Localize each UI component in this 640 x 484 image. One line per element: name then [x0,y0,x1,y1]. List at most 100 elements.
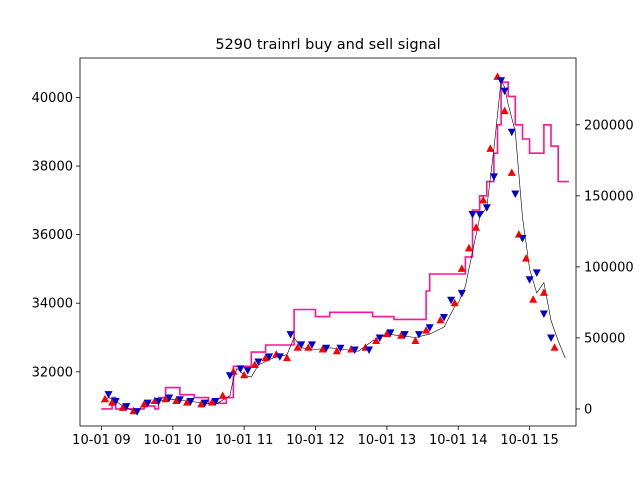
buy-signal-marker [293,343,302,351]
sell-signal-marker [539,310,548,319]
buy-signal-marker [436,315,445,324]
buy-signal-marker [550,343,559,351]
sell-signal-marker [104,391,113,399]
x-tick-label: 10-01 14 [429,433,487,448]
buy-signal-marker [172,396,181,404]
sell-signal-marker [111,397,120,406]
buy-signal-marker [397,331,406,339]
sell-signal-marker [475,211,484,219]
x-tick-label: 10-01 11 [215,433,273,448]
buy-signal-marker [140,399,149,408]
right-y-tick-label: 150000 [584,189,634,204]
buy-signal-marker [539,288,548,296]
sell-signal-marker [122,403,131,411]
buy-signal-marker [332,346,341,355]
sell-signal-marker [175,396,184,404]
left-y-tick-label: 36000 [32,228,73,243]
sell-signal-marker [482,204,491,212]
sell-signal-marker [439,313,448,322]
sell-signal-marker [511,190,520,198]
sell-signal-marker [336,344,345,353]
buy-signal-marker [479,195,488,204]
sell-signal-marker [186,397,195,406]
sell-signal-marker [507,128,516,137]
buy-signal-marker [304,343,313,351]
buy-signal-marker [240,370,249,379]
left-y-tick-label: 34000 [32,297,73,312]
sell-signal-marker [425,324,434,332]
buy-signal-marker [422,326,431,334]
sell-signal-marker [225,372,234,380]
buy-signal-marker [261,353,270,362]
sell-signal-marker [500,87,509,96]
sell-signal-marker [322,344,331,353]
buy-signal-marker [218,391,227,399]
sell-signal-marker [165,394,174,403]
sell-signal-marker [400,331,409,339]
buy-signal-marker [318,345,327,353]
sell-signal-marker [457,289,466,298]
sell-signal-marker [375,334,384,343]
sell-signal-marker [307,341,316,349]
right-y-tick-label: 100000 [584,260,634,275]
sell-signal-marker [489,173,498,181]
sell-signal-marker [236,365,245,373]
sell-signal-marker [297,341,306,349]
sell-signal-marker [286,331,295,339]
buy-signal-marker [382,329,391,338]
left-y-tick-label: 38000 [32,160,73,175]
sell-signal-marker [518,235,527,243]
buy-signal-marker [372,336,381,344]
sell-signal-marker [386,329,395,337]
sell-signal-marker [447,296,456,305]
buy-signal-marker [507,168,516,176]
buy-signal-marker [411,336,420,344]
sell-signal-marker [143,399,152,408]
x-tick-label: 10-01 13 [358,433,416,448]
sell-signal-marker [200,399,209,408]
sell-signal-marker [133,408,142,416]
sell-signal-marker [468,211,477,219]
buy-signal-marker [118,403,127,411]
buy-signal-marker [250,360,259,368]
buy-signal-marker [500,106,509,115]
right-y-tick-label: 200000 [584,118,634,133]
x-tick-label: 10-01 10 [144,433,202,448]
x-tick-label: 10-01 15 [500,433,558,448]
buy-signal-marker [486,144,495,152]
sell-signal-marker [350,346,359,355]
buy-signal-marker [197,399,206,408]
buy-signal-marker [108,398,117,406]
sell-signal-marker [497,77,506,85]
buy-signal-marker [472,223,481,231]
buy-signal-marker [457,264,466,272]
chart-title: 5290 trainrl buy and sell signal [215,37,440,53]
buy-signal-marker [208,398,217,406]
sell-signal-marker [547,334,556,343]
buy-signal-marker [100,394,109,403]
sell-signal-marker [243,367,252,375]
sell-signal-marker [414,331,423,339]
plot-frame [79,57,577,427]
x-tick-label: 10-01 09 [72,433,130,448]
buy-signal-marker [529,295,538,303]
buy-signal-marker [161,394,170,403]
sell-signal-marker [525,276,534,284]
left-y-tick-label: 32000 [32,365,73,380]
sell-signal-marker [211,397,220,406]
buy-signal-marker [522,254,531,262]
buy-signal-marker [450,298,459,307]
left-y-tick-label: 40000 [32,91,73,106]
buy-signal-marker [183,398,192,406]
right-y-tick-label: 0 [584,402,592,417]
sell-signal-marker [275,353,284,361]
sell-signal-marker [154,397,163,406]
sell-signal-marker [254,358,263,367]
buy-signal-marker [464,243,473,252]
right-y-tick-label: 50000 [584,331,625,346]
buy-signal-marker [282,353,291,362]
sell-signal-marker [532,269,541,277]
